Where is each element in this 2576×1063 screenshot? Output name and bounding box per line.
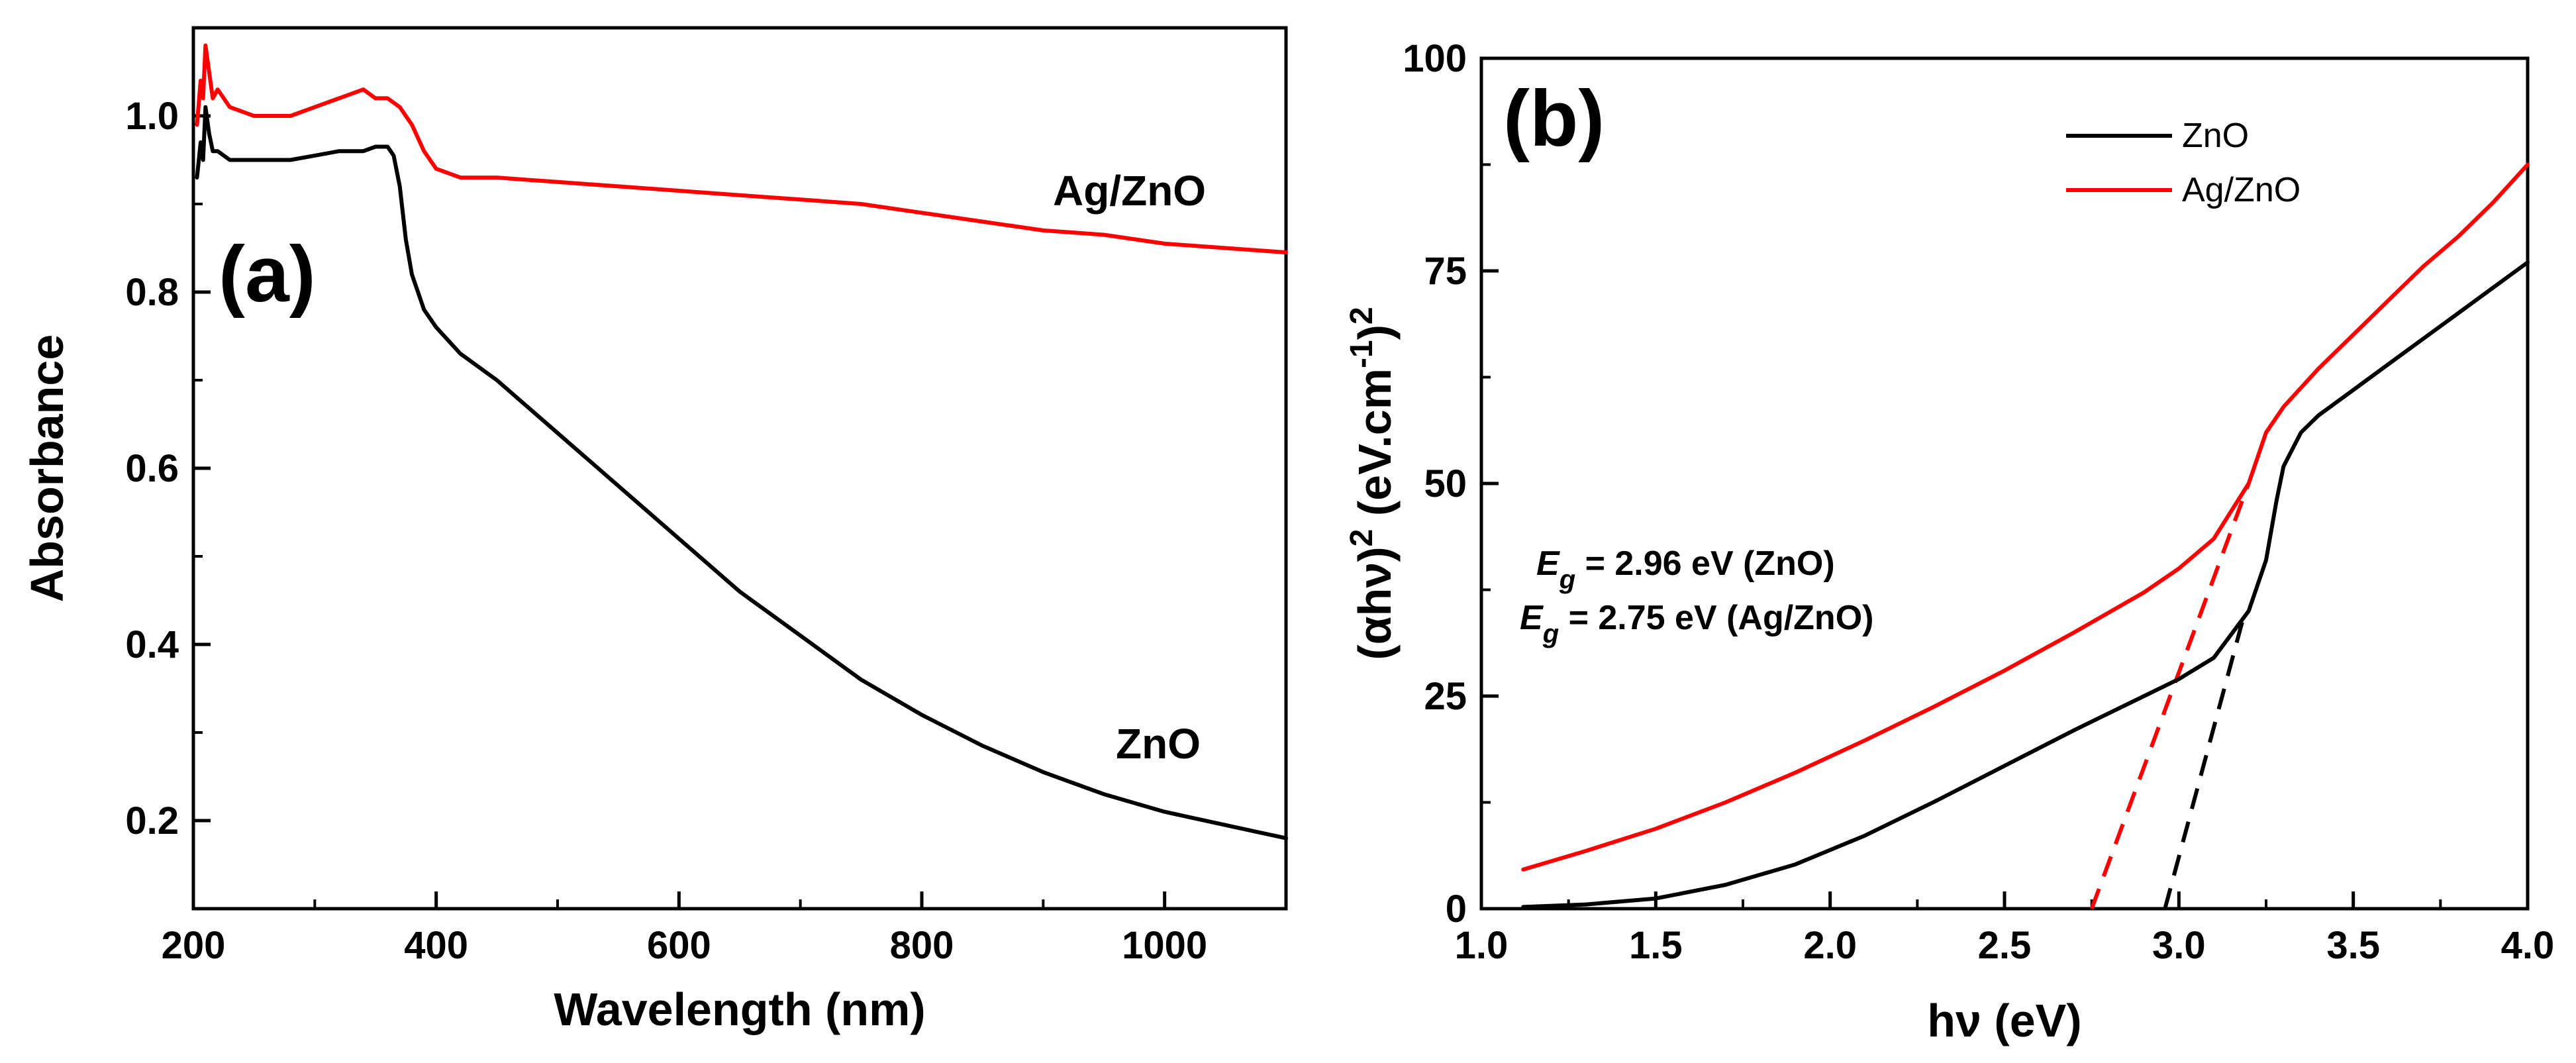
annotation-eg-agzno-subscript: g: [1542, 619, 1559, 648]
panel-a-y-tick-label: 0.6: [125, 447, 179, 490]
panel-a-x-tick-label: 200: [162, 924, 226, 967]
panel-a-x-tick-label: 600: [647, 924, 711, 967]
panel-a-label: (a): [219, 230, 316, 319]
panel-b-y-tick-label: 25: [1424, 675, 1467, 718]
panel-a-x-tick-label: 400: [404, 924, 468, 967]
panel-a-y-tick-label: 0.8: [125, 271, 179, 314]
panel-b-lines: [1521, 162, 2530, 910]
series-label-agzno: Ag/ZnO: [1053, 167, 1206, 215]
annotation-eg-zno-symbol: E: [1536, 544, 1560, 583]
panel-a-frame: [191, 26, 1288, 911]
panel-b-x-tick-label: 3.5: [2326, 924, 2380, 967]
legend-label-zno: ZnO: [2182, 117, 2249, 155]
panel-a-x-tick-label: 800: [890, 924, 954, 967]
y-title-sup-3: 2: [1344, 307, 1379, 325]
panel-b-y-tick-label: 100: [1403, 37, 1467, 80]
panel-b-fit-line-ag-zno-fit: [2089, 482, 2251, 910]
panel-a-x-axis-title: Wavelength (nm): [554, 984, 925, 1035]
panel-b-x-tick-label: 2.5: [1978, 924, 2032, 967]
panel-b-x-tick-label: 2.0: [1803, 924, 1857, 967]
annotation-eg-zno: Eg = 2.96 eV (ZnO): [1536, 544, 1835, 594]
annotation-eg-zno-text: = 2.96 eV (ZnO): [1575, 544, 1835, 583]
panel-b-frame: [1479, 56, 2530, 911]
panel-b-x-tick-label: 4.0: [2501, 924, 2555, 967]
panel-a-y-tick-label: 0.4: [125, 623, 179, 666]
panel-a-series-zno: [195, 105, 1288, 840]
panel-b-fit-line-zno-fit: [2163, 610, 2248, 909]
panel-b-x-axis-title: hν (eV): [1927, 995, 2081, 1046]
panel-b-x-tick-label: 1.0: [1455, 924, 1509, 967]
panel-b-y-tick-label: 75: [1424, 250, 1467, 293]
panel-a-y-tick-label: 0.2: [125, 799, 179, 842]
panel-a: 200 400 600 800 1000 0.2 0.4 0.6 0.8 1.0 (a) Ag/Z…: [21, 26, 1288, 1035]
panel-b-y-tick-label: 50: [1424, 462, 1467, 505]
panel-b-y-tick-label: 0: [1446, 887, 1467, 931]
panel-b: 1.0 1.5 2.0 2.5 3.0 3.5 4.0 0 25 50 75 100 (b) ZnO …: [1344, 37, 2554, 1046]
panel-a-ticks: 200 400 600 800 1000 0.2 0.4 0.6 0.8 1.0: [125, 95, 1287, 967]
panel-a-x-tick-label: 1000: [1122, 924, 1207, 967]
panel-b-x-tick-label: 1.5: [1629, 924, 1683, 967]
annotation-eg-zno-subscript: g: [1559, 565, 1575, 594]
panel-b-x-tick-label: 3.0: [2152, 924, 2206, 967]
annotation-eg-agzno-symbol: E: [1520, 599, 1544, 637]
panel-a-y-tick-label: 1.0: [125, 95, 179, 138]
panel-b-y-axis-title: (αhν)2 (eV.cm-1)2: [1344, 307, 1401, 660]
y-title-part-3: ): [1349, 325, 1401, 340]
panel-a-series-agzno: [195, 43, 1288, 255]
series-label-zno: ZnO: [1116, 720, 1201, 768]
annotation-eg-agzno-text: = 2.75 eV (Ag/ZnO): [1559, 599, 1873, 637]
panel-a-lines: [195, 43, 1288, 840]
y-title-part-2: (eV.cm: [1349, 368, 1401, 529]
panel-b-label: (b): [1503, 74, 1605, 163]
panel-a-y-axis-title: Absorbance: [21, 334, 73, 603]
bandgap-annotations: Eg = 2.96 eV (ZnO) Eg = 2.75 eV (Ag/ZnO): [1520, 544, 1873, 648]
y-title-part-1: (αhν): [1349, 546, 1401, 660]
legend-label-agzno: Ag/ZnO: [2182, 171, 2301, 209]
legend: ZnO Ag/ZnO: [2066, 117, 2301, 209]
panel-b-series-zno: [1521, 260, 2530, 909]
y-title-sup-2: -1: [1344, 340, 1379, 368]
panel-b-series-agzno: [1521, 162, 2530, 872]
annotation-eg-agzno: Eg = 2.75 eV (Ag/ZnO): [1520, 599, 1873, 648]
y-title-sup-1: 2: [1344, 529, 1379, 547]
panel-b-ticks: 1.0 1.5 2.0 2.5 3.0 3.5 4.0 0 25 50 75 100: [1403, 37, 2554, 967]
